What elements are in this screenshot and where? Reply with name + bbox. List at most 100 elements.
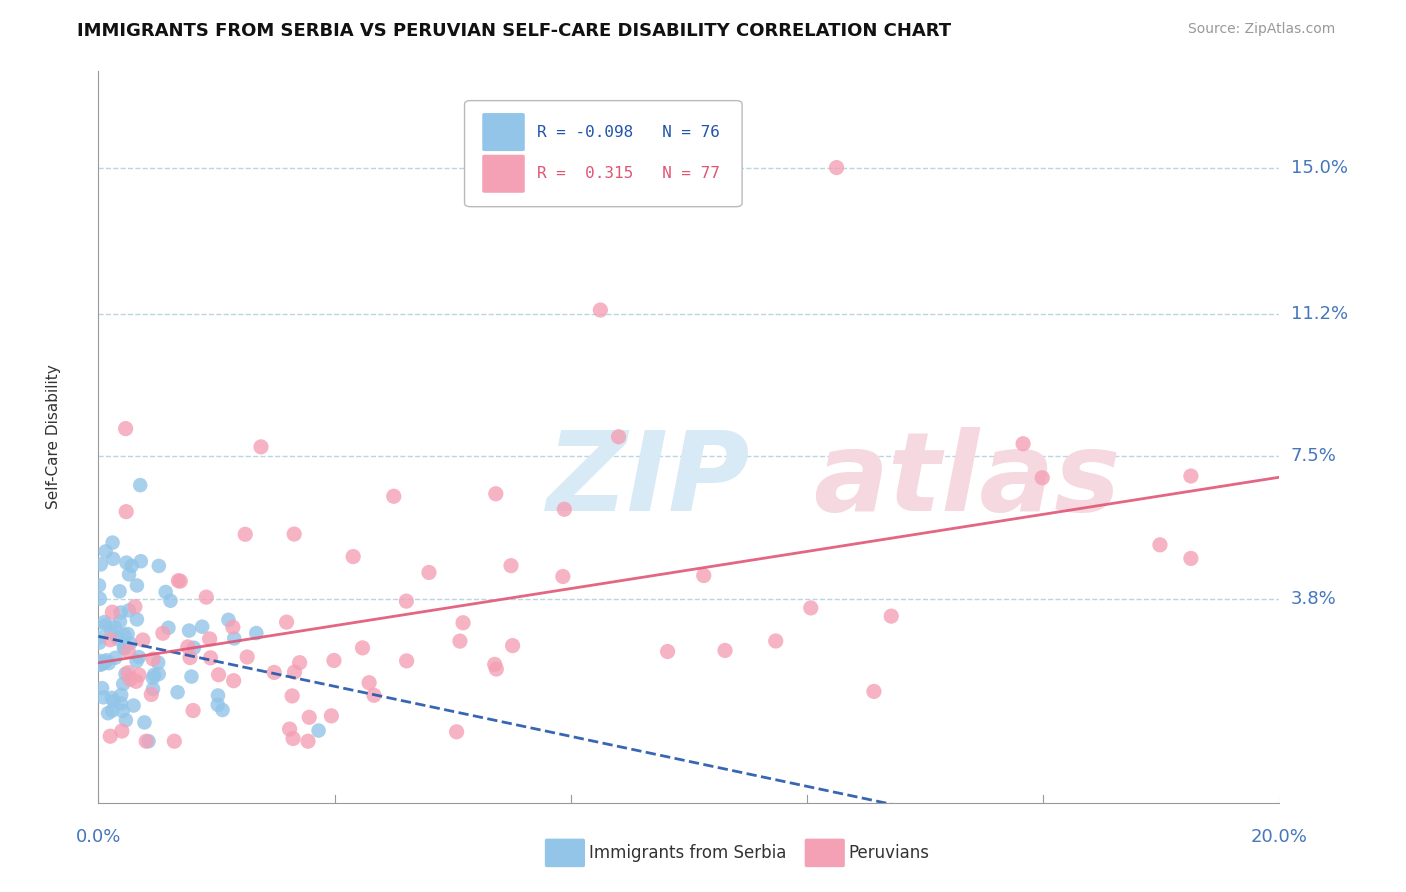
Point: [263, 665, 285, 680]
Point: [118, 567, 141, 582]
Point: [101, 535, 124, 549]
Point: [115, 505, 138, 519]
Point: [89, 654, 111, 668]
Point: [880, 609, 903, 624]
Point: [112, 640, 135, 655]
Point: [115, 556, 138, 570]
Point: [446, 724, 468, 739]
Point: [765, 634, 787, 648]
Point: [800, 601, 823, 615]
Point: [308, 723, 330, 738]
FancyBboxPatch shape: [546, 838, 585, 867]
Point: [657, 644, 679, 658]
Point: [224, 632, 246, 646]
Point: [115, 713, 138, 727]
Point: [142, 652, 165, 666]
Point: [714, 643, 737, 657]
Text: R = -0.098   N = 76: R = -0.098 N = 76: [537, 125, 720, 139]
Point: [217, 613, 239, 627]
Point: [118, 636, 141, 650]
Point: [183, 640, 205, 655]
Point: [283, 665, 305, 679]
Point: [359, 675, 381, 690]
Point: [125, 612, 148, 626]
Point: [96, 653, 118, 667]
Point: [117, 644, 139, 658]
Point: [107, 632, 129, 646]
Point: [693, 568, 716, 582]
Point: [283, 527, 305, 541]
Point: [125, 674, 148, 689]
Point: [155, 585, 177, 599]
Point: [125, 654, 148, 668]
Point: [607, 430, 630, 444]
Point: [276, 615, 298, 629]
Point: [100, 624, 122, 639]
Point: [451, 615, 474, 630]
Point: [141, 688, 163, 702]
Point: [93, 655, 115, 669]
Point: [449, 634, 471, 648]
Text: Source: ZipAtlas.com: Source: ZipAtlas.com: [1188, 22, 1336, 37]
Point: [142, 671, 165, 685]
Point: [222, 673, 245, 688]
Point: [129, 554, 152, 568]
Point: [152, 626, 174, 640]
Point: [112, 677, 135, 691]
Point: [142, 681, 165, 696]
Text: 0.0%: 0.0%: [76, 828, 121, 846]
Point: [90, 558, 112, 572]
Point: [124, 599, 146, 614]
Point: [89, 591, 111, 606]
Point: [250, 440, 273, 454]
Point: [180, 670, 202, 684]
FancyBboxPatch shape: [804, 838, 845, 867]
Point: [134, 715, 156, 730]
Point: [297, 734, 319, 748]
Point: [278, 722, 301, 736]
Point: [104, 620, 127, 634]
Point: [222, 620, 245, 634]
Point: [207, 667, 229, 681]
Point: [135, 734, 157, 748]
Point: [128, 668, 150, 682]
FancyBboxPatch shape: [464, 101, 742, 207]
Point: [101, 704, 124, 718]
Point: [342, 549, 364, 564]
Point: [122, 698, 145, 713]
Point: [352, 640, 374, 655]
Point: [138, 734, 160, 748]
Point: [121, 558, 143, 573]
Text: 3.8%: 3.8%: [1291, 590, 1336, 607]
Point: [485, 662, 508, 676]
Point: [163, 734, 186, 748]
Point: [1180, 469, 1202, 483]
Point: [198, 632, 221, 646]
Point: [117, 627, 139, 641]
Point: [1031, 471, 1053, 485]
Point: [418, 566, 440, 580]
Point: [191, 620, 214, 634]
Point: [195, 590, 218, 604]
Point: [200, 651, 222, 665]
Point: [98, 729, 121, 743]
Point: [87, 631, 110, 645]
Point: [863, 684, 886, 698]
Point: [207, 689, 229, 703]
Text: 15.0%: 15.0%: [1291, 159, 1347, 177]
Point: [108, 584, 131, 599]
Point: [288, 656, 311, 670]
Text: 20.0%: 20.0%: [1251, 828, 1308, 846]
Point: [132, 632, 155, 647]
Point: [589, 303, 612, 318]
Point: [245, 626, 267, 640]
Point: [87, 578, 110, 592]
Point: [120, 672, 142, 686]
Point: [169, 574, 191, 588]
Point: [110, 688, 132, 702]
Point: [101, 690, 124, 705]
Point: [159, 593, 181, 607]
Point: [125, 578, 148, 592]
FancyBboxPatch shape: [482, 154, 524, 193]
Point: [281, 689, 304, 703]
